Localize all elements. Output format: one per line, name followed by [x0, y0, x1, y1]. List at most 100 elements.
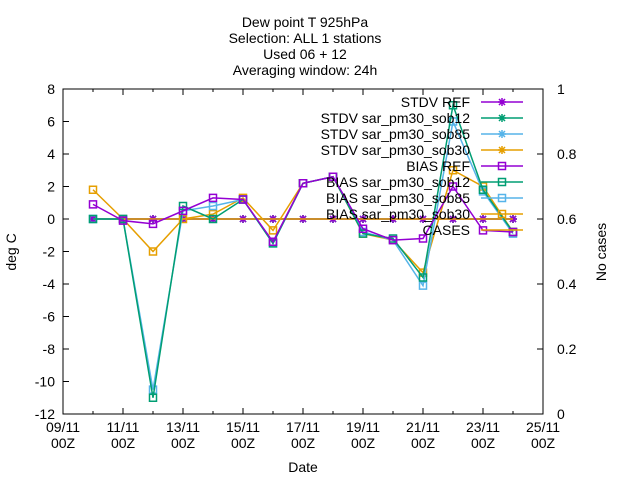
x-tick-label: 00Z	[411, 435, 436, 451]
data-point	[418, 234, 428, 243]
data-point	[497, 193, 507, 203]
x-tick-label: 17/11	[286, 419, 320, 435]
x-tick-label: 21/11	[406, 419, 440, 435]
title-line: Used 06 + 12	[263, 46, 347, 62]
data-point	[118, 216, 128, 225]
legend-label: BIAS sar_pm30_sob12	[326, 174, 470, 190]
legend-label: STDV sar_pm30_sob30	[321, 142, 471, 158]
x-tick-label: 11/11	[107, 419, 140, 435]
data-point	[497, 177, 507, 187]
data-point	[268, 226, 278, 235]
data-point	[148, 247, 158, 256]
data-point	[148, 393, 158, 402]
data-point	[178, 214, 188, 224]
data-point	[88, 185, 98, 194]
x-tick-label: 00Z	[531, 435, 556, 451]
y-tick-label: -12	[35, 406, 55, 422]
y2-tick-label: 0.2	[557, 341, 577, 357]
series-bias-ref	[88, 172, 518, 246]
legend-label: BIAS REF	[406, 158, 470, 174]
data-point	[268, 237, 278, 246]
title-line: Dew point T 925hPa	[242, 14, 369, 30]
y2-axis: 1 0.8 0.6 0.4 0.2 0	[537, 81, 577, 422]
y-tick-label: 2	[47, 179, 55, 195]
data-point	[88, 200, 98, 209]
data-point	[178, 206, 188, 216]
legend-item: STDV sar_pm30_sob30	[321, 142, 523, 158]
y-tick-label: 0	[47, 211, 55, 227]
data-point	[178, 201, 188, 211]
data-point	[208, 201, 218, 211]
x-tick-label: 00Z	[171, 435, 196, 451]
y2-tick-label: 0	[557, 406, 565, 422]
data-point	[208, 209, 218, 219]
data-point	[328, 172, 338, 181]
title-line: Selection: ALL 1 stations	[229, 30, 382, 46]
x-tick-label: 00Z	[471, 435, 496, 451]
data-point	[497, 209, 507, 219]
legend-item: BIAS REF	[406, 158, 523, 174]
data-point	[418, 281, 428, 290]
data-point	[358, 229, 368, 238]
y-tick-label: 6	[47, 114, 55, 130]
legend-label: STDV REF	[401, 94, 470, 110]
legend-label: BIAS sar_pm30_sob30	[326, 206, 470, 222]
y2-axis-label: No cases	[593, 223, 609, 281]
data-point	[498, 130, 506, 138]
legend-item: STDV sar_pm30_sob85	[321, 126, 523, 142]
title-line: Averaging window: 24h	[233, 62, 378, 78]
data-point	[148, 219, 158, 229]
x-axis-label: Date	[288, 459, 318, 475]
data-point	[388, 235, 398, 245]
data-point	[448, 182, 458, 191]
data-point	[88, 214, 98, 224]
y-tick-label: 8	[47, 81, 55, 97]
legend-label: STDV sar_pm30_sob12	[321, 110, 471, 126]
data-point	[448, 166, 458, 175]
data-point	[498, 114, 506, 122]
y-axis: 8 6 4 2 0 -2 -4 -6 -8 -10 -12	[35, 81, 69, 422]
legend-item: CASES	[423, 222, 523, 238]
y2-tick-label: 0.6	[557, 211, 577, 227]
data-point	[418, 273, 428, 282]
x-tick-label: 19/11	[346, 419, 380, 435]
data-point	[478, 185, 488, 194]
x-axis: 09/1100Z11/1100Z13/1100Z15/1100Z17/1100Z…	[46, 89, 560, 451]
x-tick-label: 23/11	[466, 419, 500, 435]
y-axis-label: deg C	[3, 233, 19, 270]
x-tick-label: 00Z	[231, 435, 256, 451]
legend-item: STDV REF	[401, 94, 523, 110]
legend-item: BIAS sar_pm30_sob12	[326, 174, 523, 190]
x-tick-label: 09/11	[46, 419, 80, 435]
data-point	[498, 146, 506, 154]
legend-item: BIAS sar_pm30_sob85	[326, 190, 523, 206]
y-tick-label: -6	[43, 309, 56, 325]
data-point	[298, 179, 308, 188]
x-tick-label: 00Z	[111, 435, 136, 451]
y2-tick-label: 0.4	[557, 276, 577, 292]
series-line	[92, 175, 514, 244]
x-tick-label: 00Z	[51, 435, 76, 451]
y-tick-label: -10	[35, 374, 55, 390]
data-point	[508, 227, 518, 237]
legend-label: BIAS sar_pm30_sob85	[326, 190, 470, 206]
y-tick-label: -2	[43, 244, 56, 260]
data-point	[358, 224, 368, 233]
legend-item: STDV sar_pm30_sob12	[321, 110, 523, 126]
y-tick-label: -8	[43, 341, 56, 357]
y-tick-label: -4	[43, 276, 56, 292]
legend-item: BIAS sar_pm30_sob30	[326, 206, 523, 222]
x-tick-label: 00Z	[351, 435, 376, 451]
y2-tick-label: 1	[557, 81, 565, 97]
legend-label: CASES	[423, 222, 470, 238]
legend-label: STDV sar_pm30_sob85	[321, 126, 471, 142]
data-point	[498, 98, 506, 106]
data-point	[448, 101, 458, 110]
x-tick-label: 25/11	[526, 419, 560, 435]
data-point	[208, 193, 218, 203]
x-tick-label: 15/11	[226, 419, 260, 435]
y2-tick-label: 0.8	[557, 146, 577, 162]
